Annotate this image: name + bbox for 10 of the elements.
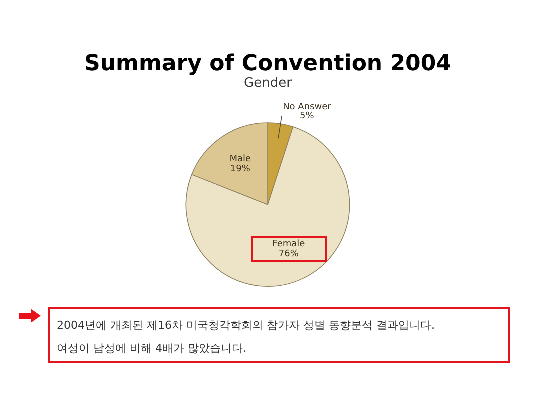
data-label: 5% [300, 111, 315, 122]
slice-label: No Answer [283, 102, 332, 112]
text: 2004년에 개최된 제16차 미국청각학회의 참가자 성별 동향분석 결과입니다. [57, 318, 436, 334]
text: 여성이 남성에 비해 4배가 많았습니다. [57, 341, 248, 357]
chart-subtitle: Gender [244, 76, 293, 92]
slice-label: Male [230, 154, 252, 165]
data-label: 19% [230, 164, 251, 175]
chart-title: Summary of Convention 2004 [84, 52, 452, 77]
slice-label: Female [272, 240, 306, 250]
data-label: 76% [278, 250, 300, 260]
